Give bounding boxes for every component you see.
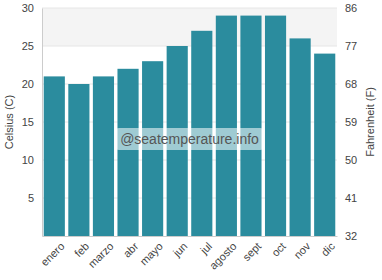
x-axis: enero febmarzoabrmayojunjulagostoseptoctn… xyxy=(38,236,337,272)
y-tick: 15 xyxy=(22,116,42,128)
y-tick: 20 xyxy=(22,78,42,90)
y-tick: 10 xyxy=(22,154,42,166)
bar xyxy=(290,38,311,236)
bar xyxy=(93,76,114,236)
y2-tick-label: 68 xyxy=(345,78,357,90)
x-tick: feb xyxy=(72,236,91,259)
bar xyxy=(68,84,89,236)
bar xyxy=(240,16,261,236)
y-axis: 5 10 15 20 25 30 xyxy=(22,2,43,236)
y-tick: 5 xyxy=(28,192,42,204)
y-tick-label: 15 xyxy=(22,116,34,128)
y2-tick-label: 32 xyxy=(345,230,357,242)
x-tick-label: dic xyxy=(319,240,338,259)
y2-tick: 77 xyxy=(337,40,357,52)
bars xyxy=(44,16,336,236)
x-tick-label: feb xyxy=(72,240,91,259)
y-axis-line xyxy=(42,9,43,237)
x-tick-label: abr xyxy=(121,240,141,260)
x-tick-label: nov xyxy=(291,240,312,261)
x-tick-label: enero xyxy=(38,240,66,268)
bar xyxy=(265,16,286,236)
y-tick-label: 5 xyxy=(28,192,34,204)
bar xyxy=(314,54,335,236)
x-tick: mayo xyxy=(137,236,165,267)
x-tick-label: mayo xyxy=(137,240,165,268)
bar xyxy=(117,69,138,236)
plot: 5 10 15 20 25 30 32 41 50 59 68 77 86 enero febmarzoab… xyxy=(22,2,358,272)
y2-tick: 50 xyxy=(337,154,357,166)
x-tick: jun xyxy=(170,236,190,259)
y2-tick: 32 xyxy=(337,230,357,242)
bar xyxy=(216,16,237,236)
y2-tick: 86 xyxy=(337,2,357,14)
y2-tick-label: 86 xyxy=(345,2,357,14)
watermark: @seatemperature.info xyxy=(115,128,264,150)
x-axis-line xyxy=(43,236,338,237)
x-tick-label: marzo xyxy=(86,240,116,270)
y2-tick: 59 xyxy=(337,116,357,128)
x-tick-label: jul xyxy=(197,240,214,257)
x-tick: abr xyxy=(121,236,141,260)
y-tick-label: 20 xyxy=(22,78,34,90)
x-tick: enero xyxy=(38,236,66,268)
x-tick: sept xyxy=(240,236,263,263)
y-axis-title: Celsius (C) xyxy=(3,95,15,149)
y-tick: 30 xyxy=(22,2,42,14)
y2-tick-label: 77 xyxy=(345,40,357,52)
chart: 5 10 15 20 25 30 32 41 50 59 68 77 86 enero febmarzoab… xyxy=(0,0,382,280)
y2-tick-label: 50 xyxy=(345,154,357,166)
y2-axis-title: Fahrenheit (F) xyxy=(364,87,376,157)
y-tick-label: 25 xyxy=(22,40,34,52)
x-tick: marzo xyxy=(86,236,116,270)
x-tick: agosto xyxy=(207,236,239,272)
grid-line xyxy=(42,8,337,9)
x-tick: jul xyxy=(197,236,214,257)
x-tick: dic xyxy=(319,236,338,258)
x-tick: nov xyxy=(291,236,312,261)
y-tick: 25 xyxy=(22,40,42,52)
y-tick-label: 10 xyxy=(22,154,34,166)
x-tick-label: oct xyxy=(269,240,288,259)
x-tick-label: jun xyxy=(170,240,190,260)
y2-axis-line xyxy=(337,9,338,237)
x-tick-label: agosto xyxy=(207,240,239,272)
watermark-text: @seatemperature.info xyxy=(120,131,259,147)
y2-axis: 32 41 50 59 68 77 86 xyxy=(337,2,357,242)
x-tick: oct xyxy=(269,236,288,259)
y2-tick: 68 xyxy=(337,78,357,90)
x-tick-label: sept xyxy=(240,240,263,263)
y-tick-label: 30 xyxy=(22,2,34,14)
y2-tick-label: 59 xyxy=(345,116,357,128)
watermark-box xyxy=(115,128,264,150)
y2-tick-label: 41 xyxy=(345,192,357,204)
y2-tick: 41 xyxy=(337,192,357,204)
bar xyxy=(44,76,65,236)
